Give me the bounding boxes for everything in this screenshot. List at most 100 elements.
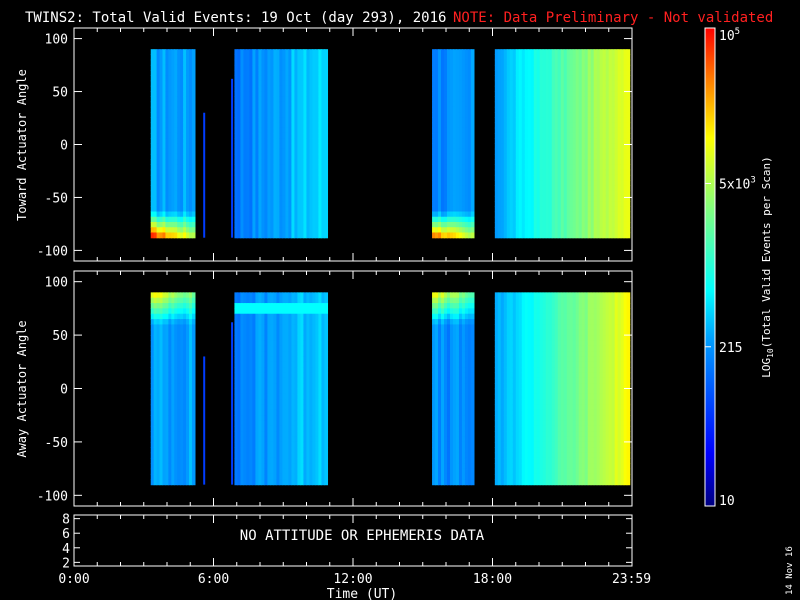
away-cell [276, 457, 281, 464]
away-cell [264, 463, 269, 470]
toward-cell [509, 190, 514, 197]
toward-cell [464, 64, 469, 71]
away-cell [237, 479, 242, 486]
toward-cell [189, 148, 193, 155]
toward-cell [560, 106, 565, 113]
toward-cell [435, 127, 439, 134]
away-cell [237, 457, 242, 464]
toward-cell [557, 221, 562, 228]
toward-cell [494, 54, 499, 61]
away-cell [156, 404, 161, 411]
toward-cell [527, 75, 532, 82]
toward-cell [264, 132, 269, 139]
toward-cell [527, 64, 532, 71]
toward-cell [258, 148, 263, 155]
toward-cell [533, 164, 538, 171]
toward-cell [578, 106, 583, 113]
away-cell [234, 340, 239, 347]
toward-cell [432, 70, 436, 76]
toward-cell [542, 180, 547, 186]
toward-cell [617, 101, 622, 108]
toward-cell [279, 106, 284, 113]
toward-cell [276, 216, 281, 223]
away-cell [159, 393, 164, 400]
toward-cell [461, 85, 466, 92]
away-cell [168, 404, 172, 411]
toward-cell [626, 185, 631, 192]
toward-cell [291, 106, 296, 113]
away-cell [246, 377, 251, 384]
toward-cell [530, 185, 535, 192]
toward-cell [153, 122, 158, 129]
toward-cell [566, 216, 571, 223]
toward-cell [536, 227, 541, 234]
toward-cell [542, 132, 547, 139]
toward-cell [587, 201, 592, 207]
toward-cell [572, 85, 577, 92]
toward-cell [150, 96, 155, 103]
toward-cell [446, 232, 451, 239]
toward-cell [506, 106, 511, 113]
toward-cell [503, 227, 508, 234]
away-cell [186, 345, 190, 352]
toward-cell [258, 96, 263, 103]
away-cell [177, 447, 181, 454]
toward-cell [324, 148, 329, 155]
toward-cell [315, 80, 320, 87]
toward-cell [620, 169, 625, 176]
toward-cell [608, 180, 613, 186]
away-cell [255, 468, 260, 475]
toward-cell [602, 75, 607, 82]
toward-cell [548, 164, 553, 171]
toward-cell [611, 91, 616, 97]
toward-cell [243, 195, 248, 202]
toward-cell [180, 221, 184, 228]
toward-cell [288, 227, 293, 234]
toward-cell [183, 201, 187, 207]
toward-cell [509, 180, 514, 186]
toward-cell [581, 106, 586, 113]
toward-cell [584, 216, 589, 223]
toward-cell [180, 59, 184, 66]
toward-cell [602, 96, 607, 103]
toward-cell [432, 201, 436, 207]
toward-cell [587, 227, 592, 234]
toward-cell [470, 232, 475, 239]
toward-cell [626, 153, 631, 160]
toward-cell [539, 106, 544, 113]
toward-cell [270, 49, 275, 56]
away-cell [282, 372, 287, 379]
away-cell [282, 399, 287, 406]
toward-cell [608, 138, 613, 145]
away-cell [267, 297, 272, 304]
away-cell [258, 415, 263, 422]
toward-cell [536, 216, 541, 223]
toward-cell [575, 169, 580, 176]
away-cell [156, 367, 161, 374]
away-cell [279, 356, 284, 363]
toward-cell [452, 185, 457, 192]
away-cell [234, 447, 239, 454]
away-cell [261, 351, 266, 358]
toward-cell [324, 117, 329, 124]
toward-cell [614, 91, 619, 97]
away-cell [180, 415, 184, 422]
toward-cell [494, 127, 499, 134]
toward-cell [518, 138, 523, 145]
away-cell [246, 431, 251, 438]
toward-cell [503, 216, 508, 223]
toward-cell [246, 216, 251, 223]
toward-cell [191, 227, 196, 234]
toward-cell [294, 85, 299, 92]
toward-cell [572, 190, 577, 197]
away-cell [189, 473, 193, 480]
toward-cell [279, 96, 284, 103]
toward-cell [515, 49, 520, 56]
toward-cell [551, 185, 556, 192]
toward-cell [449, 190, 454, 197]
toward-cell [237, 49, 242, 56]
toward-cell [174, 96, 178, 103]
away-cell [246, 399, 251, 406]
toward-cell [303, 91, 308, 97]
toward-cell [285, 164, 290, 171]
